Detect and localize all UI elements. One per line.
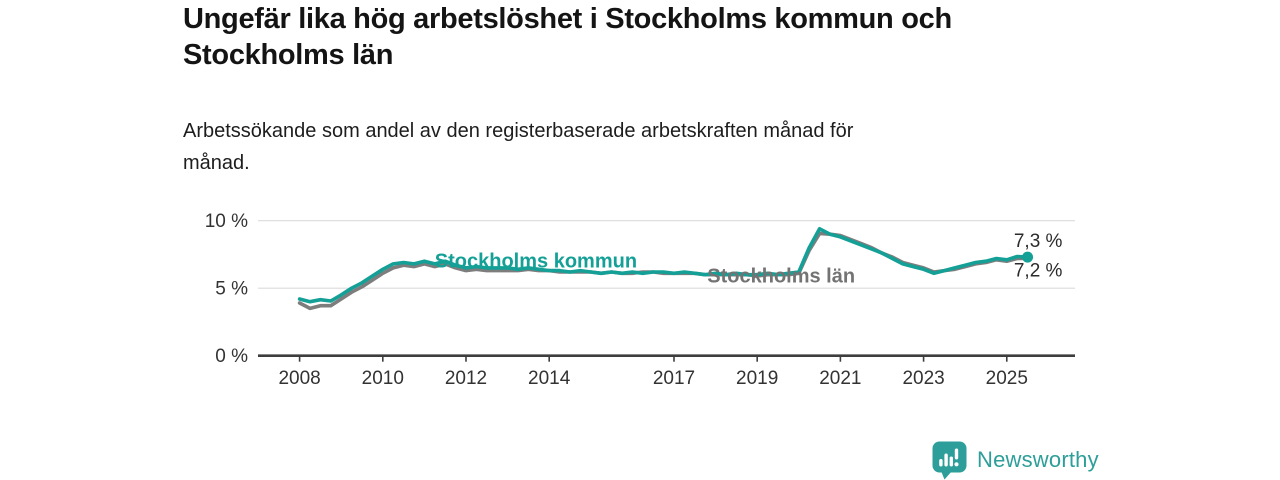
x-tick-label: 2021	[819, 368, 861, 389]
x-tick-label: 2012	[445, 368, 487, 389]
y-tick-label: 5 %	[215, 279, 248, 300]
chart-title: Ungefär lika hög arbetslöshet i Stockhol…	[183, 3, 952, 71]
y-tick-label: 0 %	[215, 346, 248, 367]
series-line-kommun	[297, 226, 1030, 304]
x-tick-label: 2023	[902, 368, 944, 389]
newsworthy-wordmark: Newsworthy	[977, 447, 1099, 472]
series-end-value-kommun: 7,3 %	[1014, 231, 1063, 252]
newsworthy-brand: Newsworthy	[931, 440, 1099, 480]
x-tick-label: 2025	[986, 368, 1028, 389]
x-tick-label: 2019	[736, 368, 778, 389]
series-end-value-lan: 7,2 %	[1014, 261, 1063, 282]
x-tick-label: 2010	[362, 368, 404, 389]
x-tick-label: 2014	[528, 368, 571, 389]
series-inline-label-lan: Stockholms län	[707, 266, 855, 288]
line-chart: 0 % 5 % 10 % 2008 2010 2012 2014 2017 2019 2021 20…	[205, 211, 1075, 389]
series-inline-label-kommun: Stockholms kommun	[435, 251, 637, 273]
y-tick-label: 10 %	[205, 211, 248, 232]
series-end-dot	[1022, 251, 1034, 263]
x-tick-label: 2017	[653, 368, 695, 389]
chart-subtitle: Arbetssökande som andel av den registerb…	[183, 120, 854, 174]
x-tick-label: 2008	[278, 368, 320, 389]
newsworthy-logo-icon	[932, 441, 967, 480]
